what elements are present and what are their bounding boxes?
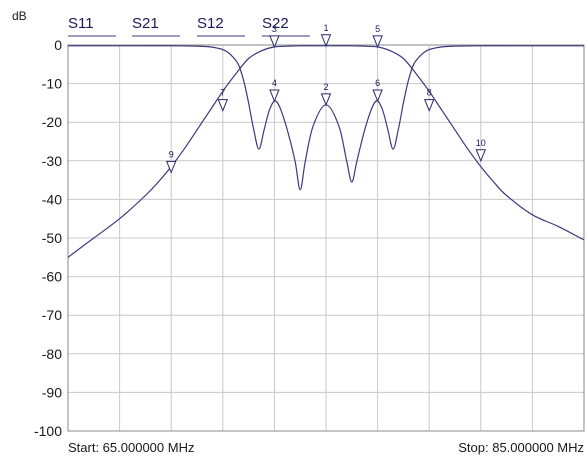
y-tick-label: -50 xyxy=(42,230,62,246)
marker-triangle xyxy=(320,34,332,48)
marker-9: 9 xyxy=(165,149,177,174)
marker-triangle xyxy=(217,99,229,112)
start-frequency-label: Start: 65.000000 MHz xyxy=(68,440,194,455)
marker-label: 2 xyxy=(323,82,328,92)
y-tick-label: -40 xyxy=(42,191,62,207)
marker-label: 4 xyxy=(272,78,277,88)
y-tick-label: -60 xyxy=(42,269,62,285)
marker-5: 5 xyxy=(372,24,383,49)
marker-label: 3 xyxy=(272,24,277,34)
marker-6: 6 xyxy=(372,78,383,103)
y-tick-label: -90 xyxy=(42,384,62,400)
marker-triangle xyxy=(165,160,177,174)
y-tick-label: -80 xyxy=(42,346,62,362)
marker-3: 3 xyxy=(269,24,280,49)
markers: 1 2 3 4 5 6 7 8 9 10 xyxy=(165,23,487,174)
legend-item-s12: S12 xyxy=(197,15,224,32)
marker-4: 4 xyxy=(269,78,280,103)
marker-label: 7 xyxy=(220,88,225,98)
marker-label: 10 xyxy=(476,138,486,148)
marker-label: 1 xyxy=(323,23,328,33)
legend-item-s22: S22 xyxy=(262,15,289,32)
marker-label: 5 xyxy=(375,24,380,34)
marker-2: 2 xyxy=(320,82,332,107)
marker-label: 9 xyxy=(169,149,174,159)
legend-item-s21: S21 xyxy=(132,15,159,32)
y-tick-label: -20 xyxy=(42,114,62,130)
legend-item-s11: S11 xyxy=(68,15,94,32)
marker-7: 7 xyxy=(217,88,229,112)
y-axis: 0 -10 -20 -30 -40 -50 -60 -70 -80 -90 -100 xyxy=(34,37,62,439)
y-axis-unit: dB xyxy=(12,9,27,23)
marker-triangle xyxy=(320,93,332,107)
y-tick-label: -30 xyxy=(42,153,62,169)
legend: S11 S21 S12 S22 xyxy=(68,15,310,37)
marker-8: 8 xyxy=(423,88,435,112)
y-tick-label: -70 xyxy=(42,307,62,323)
marker-triangle xyxy=(269,89,280,103)
marker-label: 8 xyxy=(427,88,432,98)
marker-10: 10 xyxy=(475,138,487,163)
stop-frequency-label: Stop: 85.000000 MHz xyxy=(458,440,584,455)
y-tick-label: -100 xyxy=(34,423,62,439)
y-tick-label: -10 xyxy=(42,76,62,92)
marker-1: 1 xyxy=(320,23,332,48)
marker-triangle xyxy=(269,35,280,49)
marker-triangle xyxy=(475,149,487,163)
marker-triangle xyxy=(372,35,383,49)
y-tick-label: 0 xyxy=(54,37,62,53)
marker-triangle xyxy=(423,99,435,112)
marker-label: 6 xyxy=(375,78,380,88)
marker-triangle xyxy=(372,89,383,103)
